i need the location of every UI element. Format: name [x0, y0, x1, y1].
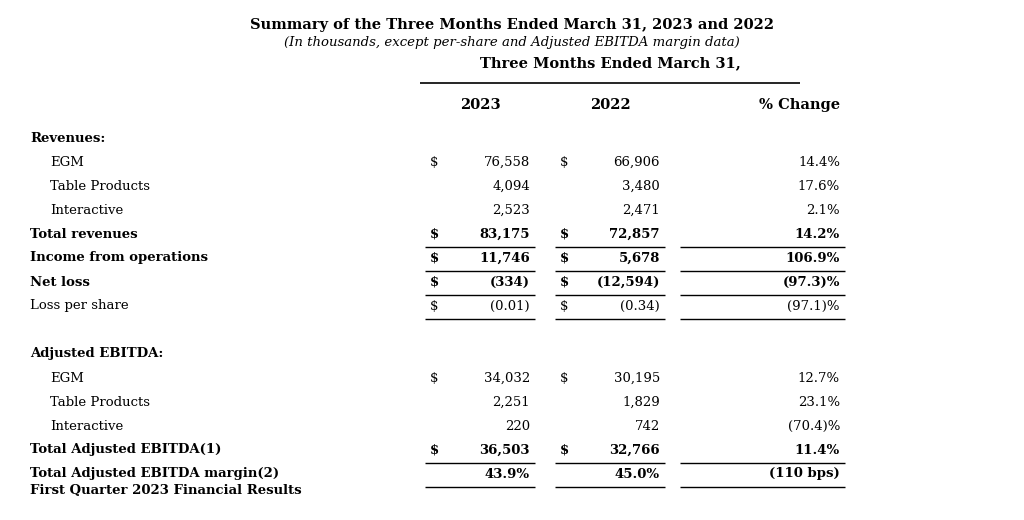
Text: 2022: 2022 [590, 98, 631, 112]
Text: Total revenues: Total revenues [30, 228, 137, 240]
Text: $: $ [430, 228, 439, 240]
Text: 17.6%: 17.6% [798, 179, 840, 192]
Text: 742: 742 [635, 420, 660, 433]
Text: 66,906: 66,906 [613, 155, 660, 168]
Text: (70.4)%: (70.4)% [787, 420, 840, 433]
Text: Three Months Ended March 31,: Three Months Ended March 31, [479, 56, 740, 70]
Text: Interactive: Interactive [50, 420, 123, 433]
Text: 2.1%: 2.1% [806, 203, 840, 216]
Text: (12,594): (12,594) [597, 276, 660, 289]
Text: Loss per share: Loss per share [30, 300, 129, 313]
Text: 2,471: 2,471 [623, 203, 660, 216]
Text: Total Adjusted EBITDA(1): Total Adjusted EBITDA(1) [30, 444, 221, 457]
Text: (97.3)%: (97.3)% [782, 276, 840, 289]
Text: 106.9%: 106.9% [785, 252, 840, 265]
Text: 76,558: 76,558 [483, 155, 530, 168]
Text: $: $ [560, 444, 569, 457]
Text: Table Products: Table Products [50, 179, 150, 192]
Text: (110 bps): (110 bps) [769, 467, 840, 480]
Text: $: $ [560, 276, 569, 289]
Text: 3,480: 3,480 [623, 179, 660, 192]
Text: 83,175: 83,175 [479, 228, 530, 240]
Text: (0.01): (0.01) [490, 300, 530, 313]
Text: 220: 220 [505, 420, 530, 433]
Text: Table Products: Table Products [50, 396, 150, 409]
Text: $: $ [430, 276, 439, 289]
Text: $: $ [560, 300, 568, 313]
Text: $: $ [560, 252, 569, 265]
Text: 45.0%: 45.0% [614, 467, 660, 480]
Text: (In thousands, except per-share and Adjusted EBITDA margin data): (In thousands, except per-share and Adju… [284, 36, 740, 49]
Text: Interactive: Interactive [50, 203, 123, 216]
Text: 2,523: 2,523 [493, 203, 530, 216]
Text: EGM: EGM [50, 371, 84, 384]
Text: First Quarter 2023 Financial Results: First Quarter 2023 Financial Results [30, 484, 302, 497]
Text: 11.4%: 11.4% [795, 444, 840, 457]
Text: 1,829: 1,829 [623, 396, 660, 409]
Text: 32,766: 32,766 [609, 444, 660, 457]
Text: 2,251: 2,251 [493, 396, 530, 409]
Text: Total Adjusted EBITDA margin(2): Total Adjusted EBITDA margin(2) [30, 467, 280, 480]
Text: $: $ [560, 228, 569, 240]
Text: Revenues:: Revenues: [30, 132, 105, 145]
Text: % Change: % Change [759, 98, 840, 112]
Text: (334): (334) [490, 276, 530, 289]
Text: 5,678: 5,678 [618, 252, 660, 265]
Text: $: $ [560, 371, 568, 384]
Text: Adjusted EBITDA:: Adjusted EBITDA: [30, 347, 164, 360]
Text: $: $ [430, 155, 438, 168]
Text: 2023: 2023 [460, 98, 501, 112]
Text: 23.1%: 23.1% [798, 396, 840, 409]
Text: (97.1)%: (97.1)% [787, 300, 840, 313]
Text: $: $ [430, 371, 438, 384]
Text: EGM: EGM [50, 155, 84, 168]
Text: 14.4%: 14.4% [798, 155, 840, 168]
Text: 34,032: 34,032 [483, 371, 530, 384]
Text: $: $ [560, 155, 568, 168]
Text: 12.7%: 12.7% [798, 371, 840, 384]
Text: 14.2%: 14.2% [795, 228, 840, 240]
Text: Income from operations: Income from operations [30, 252, 208, 265]
Text: Net loss: Net loss [30, 276, 90, 289]
Text: Summary of the Three Months Ended March 31, 2023 and 2022: Summary of the Three Months Ended March … [250, 18, 774, 32]
Text: 72,857: 72,857 [609, 228, 660, 240]
Text: 4,094: 4,094 [493, 179, 530, 192]
Text: 30,195: 30,195 [613, 371, 660, 384]
Text: $: $ [430, 300, 438, 313]
Text: 43.9%: 43.9% [485, 467, 530, 480]
Text: (0.34): (0.34) [621, 300, 660, 313]
Text: 11,746: 11,746 [479, 252, 530, 265]
Text: $: $ [430, 252, 439, 265]
Text: $: $ [430, 444, 439, 457]
Text: 36,503: 36,503 [479, 444, 530, 457]
